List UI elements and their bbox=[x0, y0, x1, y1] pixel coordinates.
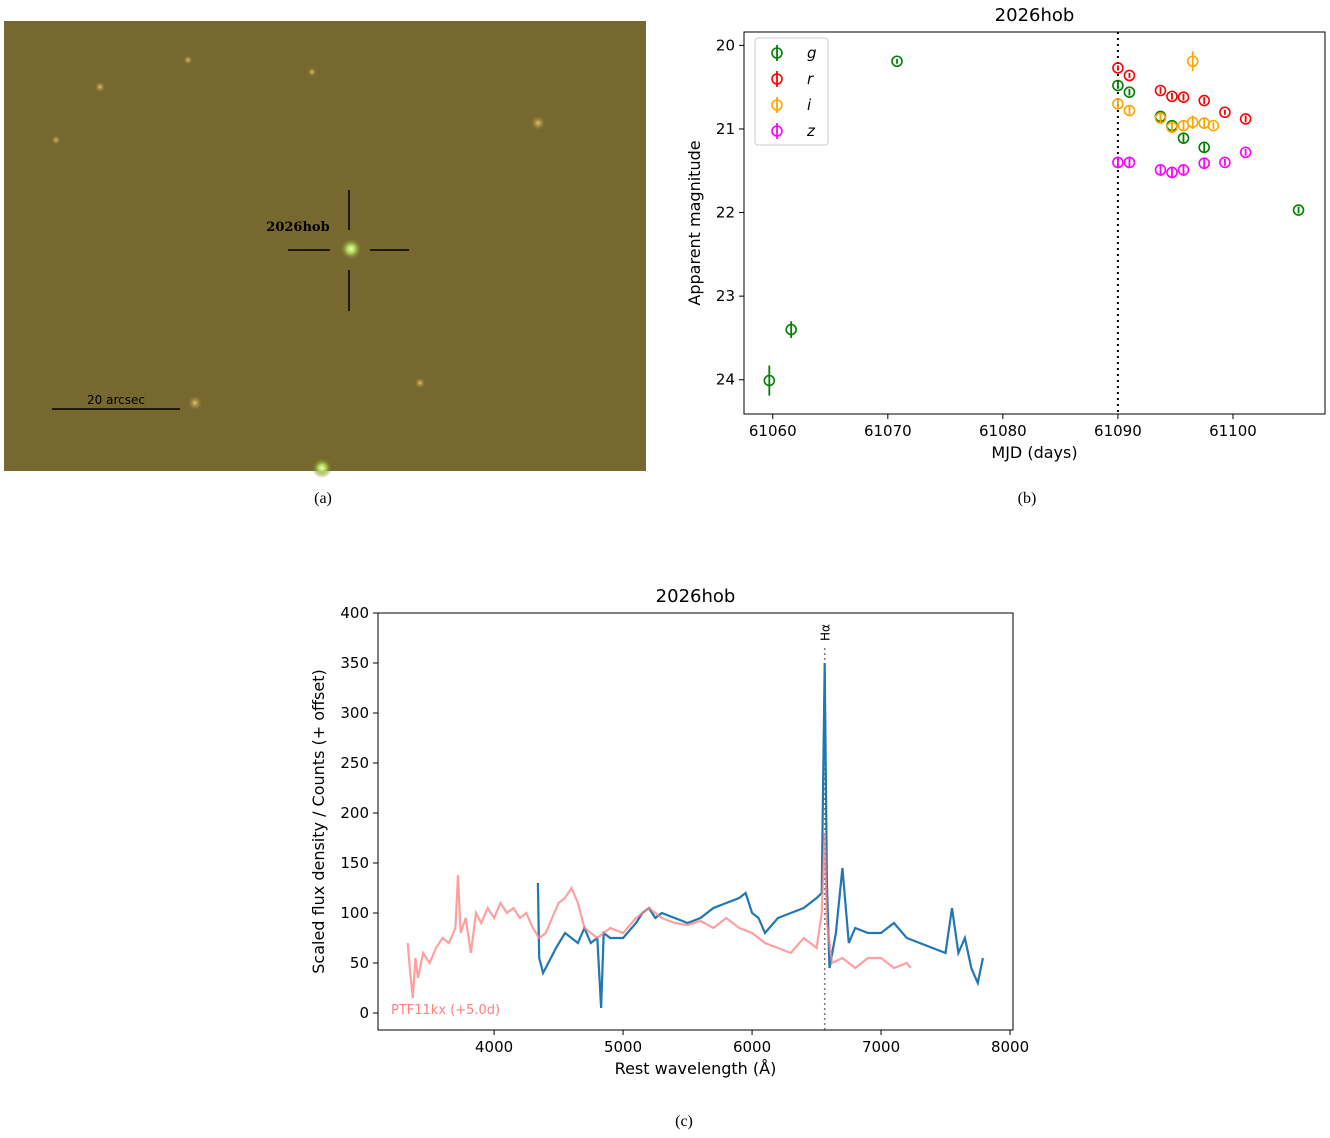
plot-frame bbox=[743, 31, 1326, 415]
data-point bbox=[1219, 156, 1231, 169]
data-point bbox=[1112, 98, 1124, 110]
data-point bbox=[1219, 106, 1231, 119]
y-axis-label: Apparent magnitude bbox=[685, 140, 704, 305]
chart-title: 2026hob bbox=[995, 5, 1075, 26]
spectrum-line bbox=[406, 832, 912, 999]
data-point bbox=[1207, 119, 1220, 132]
data-point bbox=[763, 374, 776, 387]
series-label: PTF11kx (+5.0d) bbox=[391, 1003, 500, 1018]
sky-image bbox=[4, 21, 646, 471]
scale-label: 20 arcsec bbox=[87, 393, 145, 407]
legend-marker bbox=[771, 73, 783, 85]
star bbox=[312, 458, 332, 478]
data-point bbox=[1198, 94, 1210, 107]
legend-label: r bbox=[807, 70, 814, 88]
data-point bbox=[1177, 164, 1190, 176]
x-tick-label: 4000 bbox=[475, 1038, 513, 1056]
data-point bbox=[785, 323, 797, 336]
x-tick-label: 61070 bbox=[864, 422, 912, 440]
data-point bbox=[1239, 146, 1252, 159]
data-point bbox=[1239, 113, 1252, 125]
x-axis-label: MJD (days) bbox=[991, 443, 1077, 462]
y-tick-label: 0 bbox=[359, 1004, 369, 1022]
data-point bbox=[1112, 79, 1124, 92]
data-point bbox=[1166, 90, 1178, 103]
data-point bbox=[1198, 157, 1210, 170]
star bbox=[307, 67, 317, 77]
transient bbox=[340, 238, 362, 260]
x-tick-label: 5000 bbox=[604, 1038, 642, 1056]
data-point bbox=[1186, 55, 1199, 68]
legend-label: z bbox=[806, 122, 816, 140]
caption: (c) bbox=[675, 1113, 693, 1130]
y-tick-label: 50 bbox=[350, 954, 369, 972]
legend-marker bbox=[771, 99, 783, 111]
data-point bbox=[1166, 121, 1178, 134]
data-point bbox=[1154, 84, 1167, 97]
annotation-label: Hα bbox=[819, 624, 833, 641]
data-point bbox=[1112, 62, 1124, 74]
data-point bbox=[1186, 116, 1199, 129]
y-tick-label: 200 bbox=[340, 804, 369, 822]
x-tick-label: 7000 bbox=[862, 1038, 900, 1056]
star bbox=[187, 395, 203, 411]
y-tick-label: 100 bbox=[340, 904, 369, 922]
data-point bbox=[1123, 156, 1136, 169]
data-point bbox=[1166, 166, 1178, 179]
y-tick-label: 20 bbox=[716, 36, 735, 54]
y-axis-label: Scaled flux density / Counts (+ offset) bbox=[309, 669, 328, 973]
caption: (b) bbox=[1018, 490, 1037, 507]
y-tick-label: 150 bbox=[340, 854, 369, 872]
data-point bbox=[1177, 132, 1190, 144]
data-point bbox=[1154, 164, 1167, 176]
data-point bbox=[891, 55, 903, 68]
legend-marker bbox=[771, 125, 783, 137]
caption: (a) bbox=[314, 490, 332, 507]
x-tick-label: 61080 bbox=[979, 422, 1027, 440]
spectrum-line bbox=[536, 662, 984, 1009]
star bbox=[530, 115, 546, 131]
crosshair bbox=[288, 190, 409, 311]
y-tick-label: 300 bbox=[340, 704, 369, 722]
y-tick-label: 24 bbox=[716, 371, 735, 389]
data-point bbox=[1123, 69, 1136, 82]
data-point bbox=[1154, 112, 1167, 124]
star bbox=[183, 55, 193, 65]
y-tick-label: 21 bbox=[716, 120, 735, 138]
star bbox=[414, 377, 426, 389]
data-point bbox=[1123, 86, 1136, 98]
x-tick-label: 61060 bbox=[749, 422, 797, 440]
x-tick-label: 61100 bbox=[1209, 422, 1257, 440]
y-tick-label: 250 bbox=[340, 754, 369, 772]
x-tick-label: 8000 bbox=[991, 1038, 1029, 1056]
image-panel: 2026hob 20 arcsec (a) bbox=[4, 21, 646, 507]
y-tick-label: 22 bbox=[716, 204, 735, 222]
legend-marker bbox=[771, 47, 783, 59]
data-point bbox=[1292, 204, 1305, 216]
y-tick-label: 350 bbox=[340, 654, 369, 672]
y-tick-label: 23 bbox=[716, 287, 735, 305]
star bbox=[94, 81, 106, 93]
data-point bbox=[1123, 104, 1136, 117]
image-label: 2026hob bbox=[266, 220, 329, 235]
star bbox=[51, 135, 61, 145]
plot-frame bbox=[377, 612, 1014, 1031]
data-point bbox=[1177, 91, 1190, 103]
legend-box bbox=[754, 37, 829, 146]
data-point bbox=[1112, 156, 1124, 169]
y-tick-label: 400 bbox=[340, 604, 369, 622]
legend-label: g bbox=[807, 44, 817, 62]
data-point bbox=[1198, 141, 1210, 154]
x-tick-label: 6000 bbox=[733, 1038, 771, 1056]
x-tick-label: 61090 bbox=[1094, 422, 1142, 440]
chart-title: 2026hob bbox=[656, 586, 736, 607]
x-axis-label: Rest wavelength (Å) bbox=[615, 1059, 777, 1078]
legend-label: i bbox=[807, 96, 812, 114]
